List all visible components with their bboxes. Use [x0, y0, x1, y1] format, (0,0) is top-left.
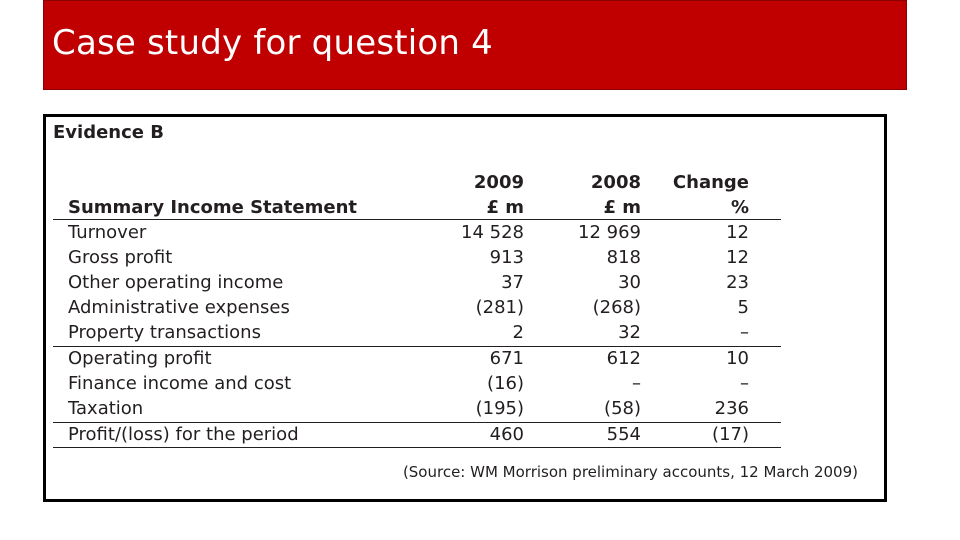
row-value-2008: 818 — [606, 247, 641, 268]
row-label: Property transactions — [68, 322, 261, 343]
row-value-2009: (195) — [475, 398, 524, 419]
row-value-2008: (268) — [592, 297, 641, 318]
table-total-rule — [53, 422, 781, 423]
row-value-change: 12 — [726, 247, 749, 268]
row-value-2008: – — [632, 373, 641, 394]
row-label: Taxation — [68, 398, 144, 419]
row-value-change: 23 — [726, 272, 749, 293]
row-value-change: 12 — [726, 222, 749, 243]
row-label: Administrative expenses — [68, 297, 290, 318]
row-label: Profit/(loss) for the period — [68, 424, 299, 445]
evidence-panel: Evidence B Summary Income Statement 2009… — [43, 114, 887, 502]
row-value-2008: 12 969 — [578, 222, 641, 243]
row-value-2009: 14 528 — [461, 222, 524, 243]
header-2009-unit: £ m — [486, 197, 524, 218]
row-label: Operating profit — [68, 348, 212, 369]
row-value-change: 5 — [737, 297, 749, 318]
header-2009-year: 2009 — [473, 172, 524, 193]
row-value-2009: (281) — [475, 297, 524, 318]
row-value-2008: 554 — [606, 424, 641, 445]
source-citation: (Source: WM Morrison preliminary account… — [402, 463, 858, 481]
row-value-change: 10 — [726, 348, 749, 369]
header-2008-year: 2008 — [590, 172, 641, 193]
row-value-2009: 671 — [489, 348, 524, 369]
row-value-2008: 30 — [618, 272, 641, 293]
row-value-2008: 32 — [618, 322, 641, 343]
slide-title-bar: Case study for question 4 — [43, 0, 907, 90]
row-value-change: – — [740, 322, 749, 343]
row-label: Turnover — [68, 222, 147, 243]
row-value-2009: 913 — [489, 247, 524, 268]
table-header-rule — [53, 219, 781, 220]
row-value-change: (17) — [712, 424, 749, 445]
header-label-column: Summary Income Statement — [68, 197, 358, 218]
row-value-2008: 612 — [606, 348, 641, 369]
table-bottom-rule — [53, 447, 781, 448]
row-label: Gross profit — [68, 247, 173, 268]
header-2008-unit: £ m — [603, 197, 641, 218]
table-section-rule — [53, 346, 781, 347]
row-value-2008: (58) — [604, 398, 641, 419]
row-label: Other operating income — [68, 272, 284, 293]
row-value-2009: 37 — [501, 272, 524, 293]
row-value-2009: 2 — [512, 322, 524, 343]
row-label: Finance income and cost — [68, 373, 292, 394]
slide-title: Case study for question 4 — [52, 23, 494, 63]
row-value-2009: 460 — [489, 424, 524, 445]
row-value-2009: (16) — [487, 373, 524, 394]
header-change-unit: % — [730, 197, 749, 218]
row-value-change: 236 — [714, 398, 749, 419]
header-change: Change — [672, 172, 749, 193]
evidence-heading: Evidence B — [53, 122, 164, 143]
row-value-change: – — [740, 373, 749, 394]
